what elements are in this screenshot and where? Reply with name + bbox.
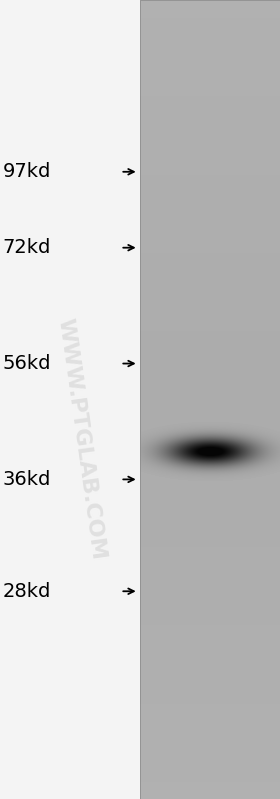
Text: 97kd: 97kd: [3, 162, 51, 181]
Bar: [140, 0, 280, 799]
Text: 36kd: 36kd: [3, 470, 51, 489]
Text: WWW.PTGLAB.COM: WWW.PTGLAB.COM: [54, 317, 108, 562]
Text: 28kd: 28kd: [3, 582, 51, 601]
Text: 72kd: 72kd: [3, 238, 51, 257]
Text: 56kd: 56kd: [3, 354, 51, 373]
